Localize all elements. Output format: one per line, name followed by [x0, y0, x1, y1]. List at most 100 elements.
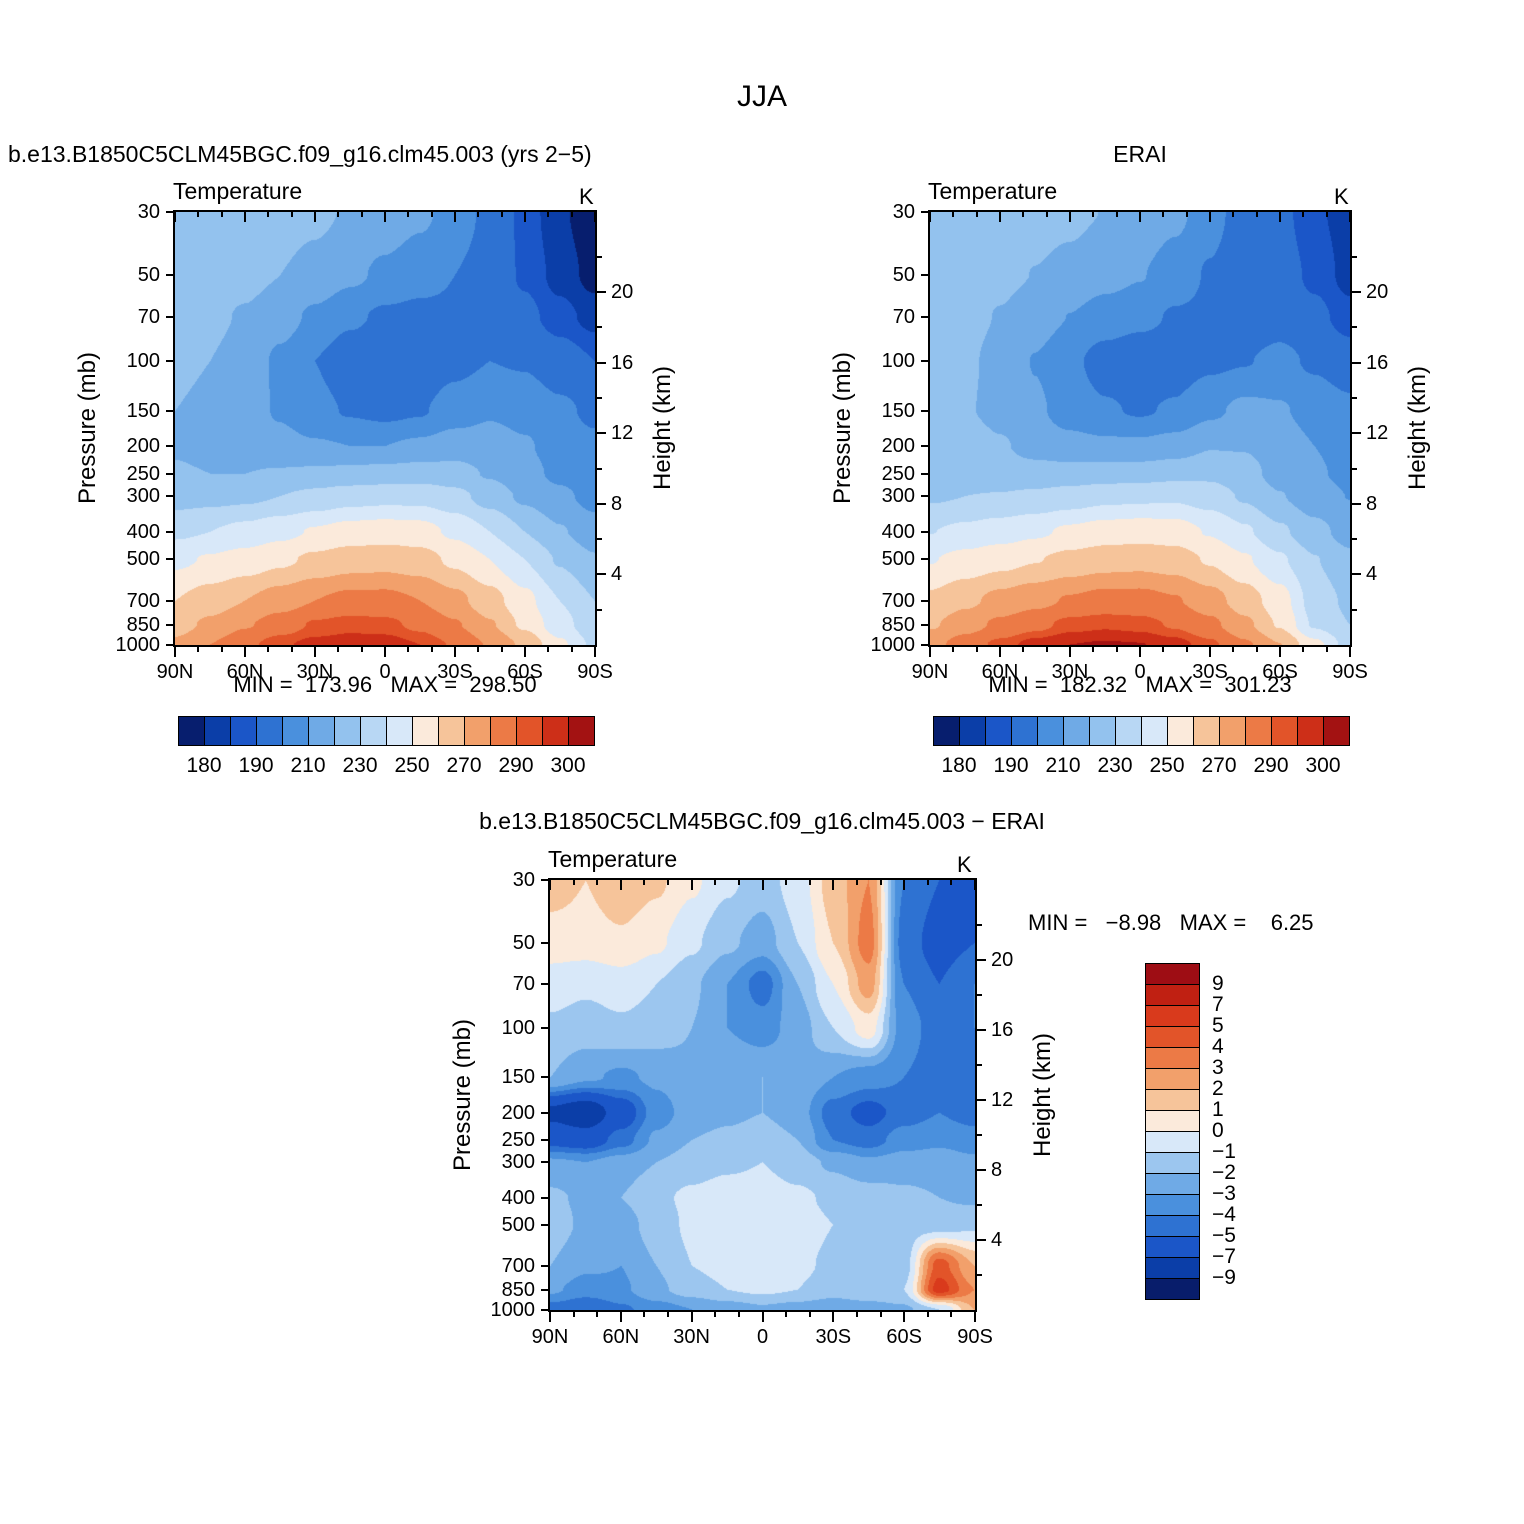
x-tick	[952, 212, 955, 217]
height-tick-label: 12	[1366, 422, 1389, 445]
colorbar-box	[1219, 716, 1246, 746]
x-tick	[572, 880, 575, 885]
x-tick-label: 30N	[1051, 661, 1089, 683]
pressure-tick	[541, 1139, 550, 1141]
colorbar-tick-label: 250	[394, 754, 430, 777]
pressure-tick	[166, 445, 175, 448]
height-tick	[1352, 432, 1361, 435]
x-tick	[1022, 212, 1025, 217]
colorbar-tick-label: 190	[993, 754, 1029, 777]
erai-units-label: K	[1334, 184, 1349, 209]
pressure-tick	[921, 315, 930, 318]
x-tick	[832, 1312, 835, 1322]
x-tick	[643, 1312, 646, 1317]
x-tick	[1325, 212, 1328, 217]
x-tick-label: 30S	[437, 661, 473, 683]
colorbar-box	[1145, 1257, 1200, 1279]
colorbar-box	[1141, 716, 1168, 746]
x-tick	[549, 1312, 551, 1322]
x-tick	[1162, 212, 1165, 217]
x-tick	[477, 212, 480, 217]
x-tick	[1232, 212, 1235, 217]
height-minor-tick	[977, 1273, 982, 1276]
height-tick	[597, 432, 606, 435]
x-tick-label: 60N	[602, 1326, 640, 1348]
pressure-tick-label: 300	[881, 485, 915, 508]
colorbar-tick-label: −2	[1212, 1161, 1236, 1184]
model-panel-title: b.e13.B1850C5CLM45BGC.f09_g16.clm45.003 …	[8, 141, 592, 167]
colorbar-box	[178, 716, 205, 746]
erai-panel-title: ERAI	[1113, 141, 1167, 167]
pressure-tick-label: 850	[501, 1279, 535, 1302]
colorbar-box	[438, 716, 465, 746]
x-tick	[197, 647, 200, 652]
pressure-tick-label: 250	[881, 462, 915, 485]
height-tick-label: 8	[611, 492, 623, 515]
x-tick	[1115, 647, 1118, 652]
pressure-tick	[541, 1265, 550, 1268]
x-tick	[1115, 212, 1118, 217]
x-tick	[524, 212, 526, 222]
pressure-tick-label: 50	[137, 264, 160, 287]
pressure-tick-label: 70	[512, 972, 535, 995]
pressure-tick-label: 300	[126, 485, 160, 508]
x-tick	[855, 880, 858, 885]
height-minor-tick	[1352, 608, 1357, 611]
erai-height-axis-label: Height (km)	[1404, 365, 1431, 491]
colorbar-box	[959, 716, 986, 746]
height-minor-tick	[977, 923, 982, 926]
colorbar-box	[1323, 716, 1350, 746]
x-tick	[974, 880, 976, 890]
x-tick	[785, 880, 788, 885]
pressure-tick-label: 150	[126, 399, 160, 422]
height-minor-tick	[597, 397, 602, 400]
x-tick	[197, 212, 200, 217]
x-tick-label: 0	[756, 1326, 769, 1348]
colorbar-box	[308, 716, 335, 746]
colorbar-box	[1037, 716, 1064, 746]
x-tick-label: 60S	[507, 661, 543, 683]
colorbar-box	[1089, 716, 1116, 746]
x-tick	[267, 212, 270, 217]
x-tick-label: 60S	[1262, 661, 1298, 683]
x-tick-label: 30N	[673, 1326, 711, 1348]
colorbar-tick-label: 250	[1149, 754, 1185, 777]
pressure-tick	[921, 530, 930, 533]
pressure-tick-label: 250	[501, 1129, 535, 1151]
colorbar-tick-label: −5	[1212, 1224, 1236, 1247]
x-tick	[1209, 212, 1211, 222]
erai-contour-canvas	[930, 212, 1350, 645]
x-tick	[547, 647, 550, 652]
pressure-tick-label: 30	[892, 201, 915, 223]
x-tick	[929, 212, 931, 222]
height-minor-tick	[977, 1063, 982, 1066]
x-tick	[174, 647, 176, 657]
colorbar-box	[1115, 716, 1142, 746]
x-tick-label: 30N	[296, 661, 334, 683]
x-tick	[1185, 647, 1188, 652]
colorbar-box	[282, 716, 309, 746]
colorbar-box	[230, 716, 257, 746]
x-tick	[999, 212, 1001, 222]
x-tick-label: 90S	[1332, 661, 1368, 683]
model-contour-canvas	[175, 212, 595, 645]
colorbar-tick-label: 5	[1212, 1014, 1224, 1037]
pressure-tick	[166, 472, 175, 475]
pressure-tick	[921, 274, 930, 277]
colorbar-tick-label: 7	[1212, 993, 1224, 1016]
x-tick	[808, 1312, 811, 1317]
x-tick	[1139, 647, 1141, 657]
colorbar-tick-label: −3	[1212, 1182, 1236, 1205]
height-minor-tick	[597, 255, 602, 258]
colorbar-box	[1063, 716, 1090, 746]
colorbar-box	[1193, 716, 1220, 746]
colorbar-box	[412, 716, 439, 746]
colorbar-box	[1167, 716, 1194, 746]
colorbar-tick-label: 4	[1212, 1035, 1224, 1058]
colorbar-box	[1145, 1278, 1200, 1300]
pressure-tick-label: 500	[881, 548, 915, 571]
colorbar-tick-label: 180	[186, 754, 222, 777]
pressure-tick	[166, 495, 175, 498]
diff-units-label: K	[957, 852, 972, 877]
